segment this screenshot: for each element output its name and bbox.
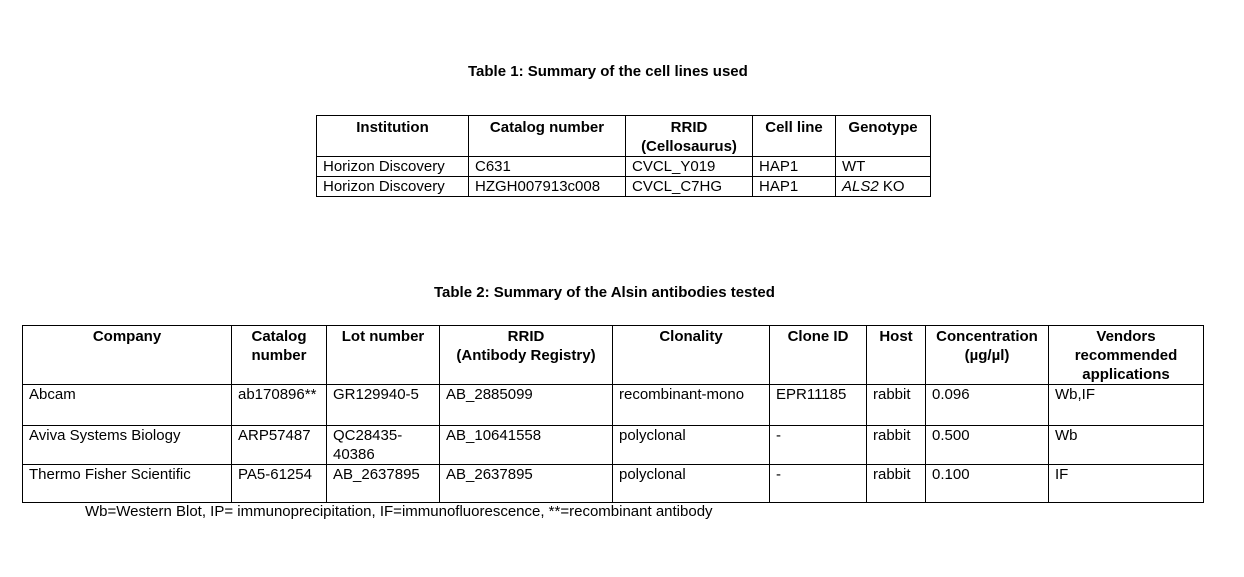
cell-cell-line: HAP1 [752,176,836,197]
cell-host: rabbit [866,425,926,465]
cell-lines-table: Institution Catalog number RRID (Cellosa… [316,115,931,197]
table-row: Aviva Systems Biology ARP57487 QC28435- 4… [22,425,1204,465]
header-vendor-applications: Vendors recommended applications [1048,325,1204,385]
cell-lot: AB_2637895 [326,464,440,503]
header-vendor-line1: Vendors [1096,328,1156,345]
cell-host: rabbit [866,384,926,426]
header-catalog-number: Catalog number [231,325,327,385]
header-concentration: Concentration (µg/µl) [925,325,1049,385]
lot-line2: 40386 [333,446,375,463]
header-rrid-line2: (Antibody Registry) [456,347,596,364]
header-institution: Institution [316,115,469,157]
header-catalog-line1: Catalog [251,328,307,345]
lot-line1: GR129940-5 [333,386,419,403]
cell-concentration: 0.500 [925,425,1049,465]
genotype-gene: ALS2 [842,178,879,195]
cell-catalog: PA5-61254 [231,464,327,503]
table-row: Horizon Discovery HZGH007913c008 CVCL_C7… [316,176,931,197]
lot-line1: AB_2637895 [333,466,420,483]
table-row: Thermo Fisher Scientific PA5-61254 AB_26… [22,464,1204,503]
header-lot-number: Lot number [326,325,440,385]
cell-cell-line: HAP1 [752,156,836,177]
header-concentration-line1: Concentration [936,328,1038,345]
lot-line1: QC28435- [333,427,403,444]
table-row: Abcam ab170896** GR129940-5 AB_2885099 r… [22,384,1204,426]
cell-clonality: recombinant-mono [612,384,770,426]
cell-lot: QC28435- 40386 [326,425,440,465]
cell-company: Thermo Fisher Scientific [22,464,232,503]
header-vendor-line3: applications [1082,366,1170,383]
cell-rrid: AB_2885099 [439,384,613,426]
cell-catalog: HZGH007913c008 [468,176,626,197]
cell-company: Abcam [22,384,232,426]
cell-rrid: CVCL_Y019 [625,156,753,177]
header-cell-line: Cell line [752,115,836,157]
cell-clone-id: - [769,425,867,465]
genotype-status: WT [842,158,866,175]
header-company: Company [22,325,232,385]
header-host: Host [866,325,926,385]
header-genotype: Genotype [835,115,931,157]
cell-applications: Wb [1048,425,1204,465]
cell-concentration: 0.096 [925,384,1049,426]
cell-clonality: polyclonal [612,425,770,465]
header-clone-id: Clone ID [769,325,867,385]
table2-caption: Table 2: Summary of the Alsin antibodies… [434,284,775,301]
cell-host: rabbit [866,464,926,503]
cell-concentration: 0.100 [925,464,1049,503]
table-header-row: Institution Catalog number RRID (Cellosa… [316,115,931,157]
cell-rrid: AB_2637895 [439,464,613,503]
antibodies-table: Company Catalog number Lot number RRID (… [22,325,1204,503]
table-row: Horizon Discovery C631 CVCL_Y019 HAP1 WT [316,156,931,177]
cell-rrid: CVCL_C7HG [625,176,753,197]
cell-clone-id: - [769,464,867,503]
cell-applications: Wb,IF [1048,384,1204,426]
cell-institution: Horizon Discovery [316,156,469,177]
cell-catalog: C631 [468,156,626,177]
genotype-status: KO [878,178,905,195]
header-rrid-line2: (Cellosaurus) [641,138,737,155]
cell-company: Aviva Systems Biology [22,425,232,465]
cell-rrid: AB_10641558 [439,425,613,465]
header-rrid: RRID (Cellosaurus) [625,115,753,157]
header-rrid-line1: RRID [670,119,708,136]
cell-catalog: ab170896** [231,384,327,426]
cell-clone-id: EPR11185 [769,384,867,426]
cell-catalog: ARP57487 [231,425,327,465]
cell-clonality: polyclonal [612,464,770,503]
header-vendor-line2: recommended [1074,347,1178,364]
header-clonality: Clonality [612,325,770,385]
header-catalog-number: Catalog number [468,115,626,157]
cell-institution: Horizon Discovery [316,176,469,197]
cell-genotype: ALS2 KO [835,176,931,197]
header-catalog-line2: number [251,347,307,364]
header-rrid-line1: RRID [507,328,545,345]
cell-applications: IF [1048,464,1204,503]
cell-genotype: WT [835,156,931,177]
cell-lot: GR129940-5 [326,384,440,426]
table-header-row: Company Catalog number Lot number RRID (… [22,325,1204,385]
table2-footnote: Wb=Western Blot, IP= immunoprecipitation… [85,503,713,520]
header-concentration-line2: (µg/µl) [964,347,1010,364]
table1-caption: Table 1: Summary of the cell lines used [468,63,748,80]
header-rrid: RRID (Antibody Registry) [439,325,613,385]
